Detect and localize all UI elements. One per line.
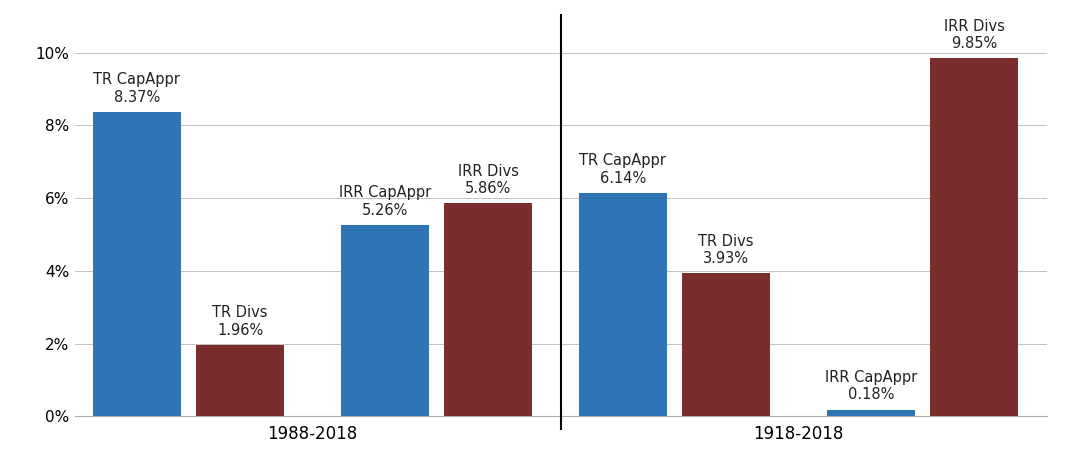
Text: IRR CapAppr
0.18%: IRR CapAppr 0.18% xyxy=(824,370,917,403)
Bar xyxy=(682,273,770,416)
Text: TR Divs
1.96%: TR Divs 1.96% xyxy=(213,306,268,338)
Bar xyxy=(827,410,915,416)
Bar xyxy=(197,345,284,416)
Text: IRR CapAppr
5.26%: IRR CapAppr 5.26% xyxy=(339,185,431,218)
Bar xyxy=(579,193,666,416)
Bar xyxy=(444,203,532,416)
Text: IRR Divs
5.86%: IRR Divs 5.86% xyxy=(458,164,519,196)
Text: IRR Divs
9.85%: IRR Divs 9.85% xyxy=(944,18,1005,51)
Bar xyxy=(93,112,180,416)
Text: TR Divs
3.93%: TR Divs 3.93% xyxy=(698,234,754,266)
Bar xyxy=(930,58,1018,416)
Text: TR CapAppr
8.37%: TR CapAppr 8.37% xyxy=(93,72,180,105)
Bar xyxy=(341,225,429,416)
Text: TR CapAppr
6.14%: TR CapAppr 6.14% xyxy=(579,153,666,186)
